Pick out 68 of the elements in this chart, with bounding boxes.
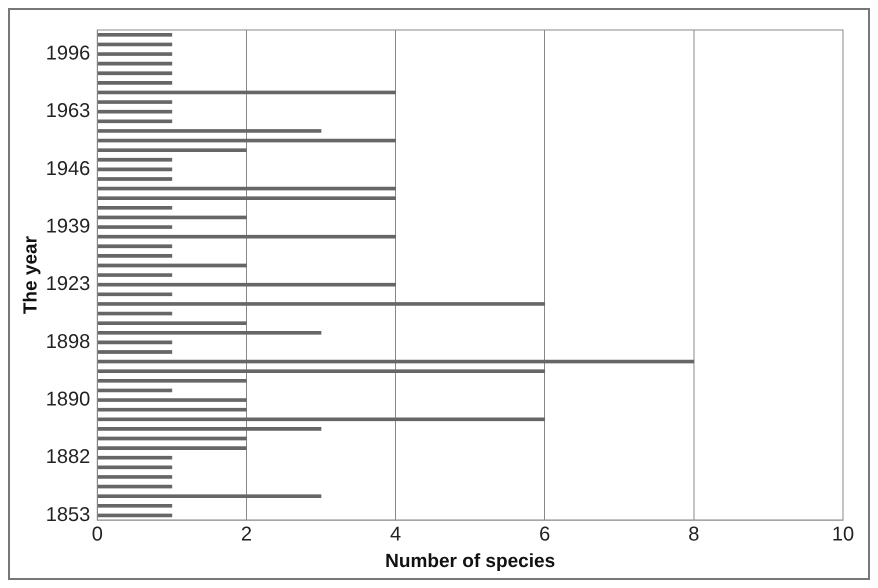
y-tick-label: 1946 (46, 158, 90, 180)
bar (97, 514, 172, 518)
x-tick-label: 2 (240, 524, 252, 546)
bar (97, 292, 172, 296)
bar (97, 186, 396, 190)
bar (97, 417, 546, 422)
bar (97, 225, 172, 229)
bar (97, 398, 247, 402)
bar (97, 81, 172, 85)
bar (97, 71, 172, 76)
bar (97, 330, 322, 335)
bar (97, 206, 172, 210)
y-tick-label: 1923 (46, 273, 90, 296)
bar (97, 177, 172, 181)
bar (97, 504, 172, 508)
y-axis-title: The year (20, 235, 42, 314)
y-tick-label: 1890 (46, 388, 90, 411)
bar (97, 273, 172, 277)
y-tick-label: 1853 (46, 504, 90, 526)
bar (97, 408, 247, 412)
bar (97, 340, 172, 344)
bar (97, 234, 396, 238)
bar (97, 32, 172, 37)
bar (97, 456, 172, 460)
bar (97, 388, 172, 392)
bar (97, 360, 694, 364)
bar (97, 254, 172, 258)
bar (97, 466, 172, 470)
bar (97, 119, 172, 124)
bar (97, 436, 247, 440)
y-tick-label: 1882 (46, 446, 90, 468)
bar (97, 312, 172, 316)
bar (97, 350, 172, 354)
bar (97, 110, 172, 114)
bar (97, 475, 172, 479)
bar (97, 138, 396, 142)
x-axis-title: Number of species (385, 550, 556, 572)
bar (97, 282, 396, 287)
bar (97, 158, 172, 162)
bar (97, 168, 172, 172)
bar (97, 494, 322, 498)
x-tick-label: 10 (832, 524, 854, 546)
bar (97, 427, 322, 431)
bar (97, 196, 396, 200)
bar (97, 244, 172, 248)
x-tick-label: 4 (390, 524, 402, 546)
bar (97, 216, 247, 220)
y-tick-label: 1996 (46, 42, 90, 65)
bar (97, 264, 247, 268)
bar (97, 62, 172, 66)
bar (97, 129, 322, 133)
x-tick-label: 8 (688, 524, 700, 546)
bar (97, 302, 546, 306)
y-tick-label: 1898 (46, 330, 90, 353)
bar (97, 484, 172, 488)
bar (97, 321, 247, 325)
bar (97, 42, 172, 46)
y-tick-label: 1963 (46, 100, 90, 122)
bar (97, 90, 396, 94)
bar (97, 379, 247, 383)
bar (97, 446, 247, 450)
bar (97, 52, 172, 56)
y-tick-label: 1939 (46, 216, 90, 238)
bar (97, 148, 247, 152)
x-tick-label: 0 (92, 524, 103, 546)
bar (97, 369, 546, 374)
x-tick-label: 6 (539, 524, 550, 546)
bar (97, 100, 172, 104)
